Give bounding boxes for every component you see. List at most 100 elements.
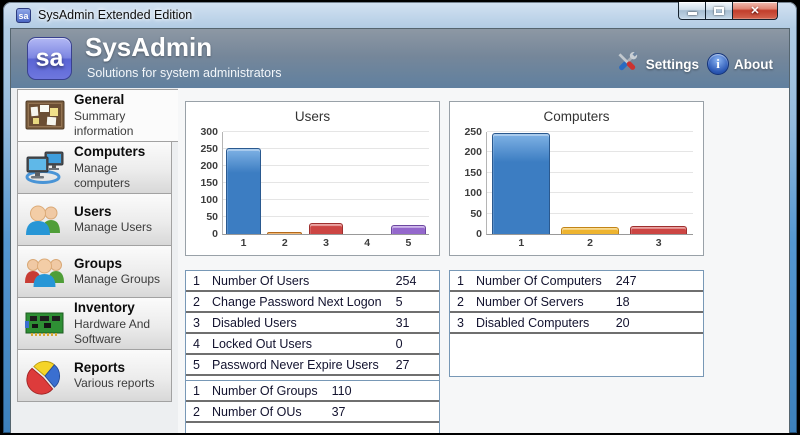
minimize-button[interactable] (678, 2, 706, 20)
row-label: Number Of Computers (476, 271, 616, 292)
gridline (487, 151, 693, 153)
users-chart: Users 0 50 100 150 200 250 300 1 2 3 4 5 (185, 101, 440, 256)
row-label: Disabled Users (212, 313, 396, 334)
main-content: Users 0 50 100 150 200 250 300 1 2 3 4 5 Computers … (178, 88, 789, 433)
gridline (487, 192, 693, 194)
maximize-icon (714, 6, 724, 15)
sidebar-item-label: Reports (74, 359, 126, 375)
sidebar: General Summary information (11, 88, 178, 433)
users-summary-table: 1 Number Of Users 254 2 Change Password Next… (185, 270, 440, 382)
row-index: 1 (186, 381, 212, 402)
bar (391, 224, 426, 234)
x-axis-tick-label: 4 (364, 237, 371, 249)
tools-icon (613, 48, 641, 81)
row-label: Change Password Next Logon (212, 292, 396, 313)
y-axis-tick-label: 250 (464, 126, 482, 138)
x-axis-tick-label: 5 (405, 237, 412, 249)
app-window: sa SysAdmin Extended Edition ✕ sa SysAdm… (3, 2, 797, 433)
y-axis-tick-label: 0 (212, 228, 218, 240)
row-index: 2 (186, 292, 212, 313)
pie-chart-icon (22, 357, 68, 395)
app-subtitle: Solutions for system administrators (87, 66, 282, 80)
table-empty-area (186, 423, 439, 433)
row-index: 3 (450, 313, 476, 334)
sidebar-item-inventory[interactable]: Inventory Hardware And Software (17, 297, 172, 350)
gridline (223, 199, 429, 201)
maximize-button[interactable] (706, 2, 733, 20)
y-axis-tick-label: 150 (200, 177, 218, 189)
sidebar-item-computers[interactable]: Computers Manage computers (17, 141, 172, 194)
chart-title: Computers (543, 109, 610, 124)
row-value: 247 (615, 271, 703, 292)
row-label: Number Of Groups (212, 381, 332, 402)
row-value: 31 (395, 313, 439, 334)
sidebar-item-users[interactable]: Users Manage Users (17, 193, 172, 246)
gridline (223, 148, 429, 149)
row-label: Number Of Users (212, 271, 396, 292)
sidebar-item-sublabel: Summary information (74, 108, 134, 138)
groups-summary-table: 1 Number Of Groups 110 2 Number Of OUs 37 (185, 380, 440, 433)
row-index: 3 (186, 313, 212, 334)
computers-summary-table: 1 Number Of Computers 247 2 Number Of Server… (449, 270, 704, 377)
row-label: Number Of Servers (476, 292, 616, 313)
users-chart-plot: 0 50 100 150 200 250 300 1 2 3 4 5 (200, 126, 429, 249)
x-axis-tick-label: 2 (281, 237, 288, 249)
row-value: 37 (331, 402, 439, 423)
app-title: SysAdmin (85, 32, 213, 62)
row-value: 27 (395, 355, 439, 376)
row-value: 110 (331, 381, 439, 402)
y-axis-tick-label: 150 (464, 166, 482, 179)
row-value: 5 (395, 292, 439, 313)
sidebar-item-sublabel: Hardware And Software (74, 316, 151, 346)
settings-button[interactable]: Settings (613, 48, 699, 81)
minimize-icon (687, 12, 697, 15)
row-index: 2 (450, 292, 476, 313)
header-actions: Settings i About (613, 49, 773, 79)
info-icon: i (707, 53, 730, 75)
sidebar-item-label: Computers (74, 144, 146, 160)
sidebar-item-general[interactable]: General Summary information (17, 89, 178, 142)
gridline (223, 131, 429, 132)
x-axis-tick-label: 1 (240, 237, 247, 249)
app-logo: sa (27, 37, 72, 80)
row-value: 254 (395, 271, 439, 292)
x-axis-tick-label: 2 (587, 237, 593, 249)
app-window-icon: sa (16, 8, 31, 23)
row-index: 4 (186, 334, 212, 355)
close-button[interactable]: ✕ (733, 2, 778, 20)
gridline (223, 216, 429, 218)
sidebar-item-reports[interactable]: Reports Various reports (17, 349, 172, 402)
row-value: 18 (615, 292, 703, 313)
about-label: About (734, 56, 773, 72)
y-axis-tick-label: 0 (476, 228, 482, 240)
row-label: Password Never Expire Users (212, 355, 396, 376)
row-index: 1 (186, 271, 212, 292)
y-axis-tick-label: 250 (200, 142, 218, 155)
row-index: 5 (186, 355, 212, 376)
y-axis-tick-label: 50 (470, 207, 482, 220)
row-value: 0 (395, 334, 439, 355)
gridline (223, 182, 429, 183)
app-header: sa SysAdmin Solutions for system adminis… (10, 28, 790, 88)
window-controls: ✕ (678, 2, 778, 20)
bar (561, 226, 619, 234)
x-axis-tick-label: 3 (655, 237, 662, 249)
computers-icon (22, 149, 68, 187)
sidebar-item-label: Groups (74, 255, 123, 271)
settings-label: Settings (645, 56, 700, 72)
window-titlebar: sa SysAdmin Extended Edition ✕ (10, 2, 790, 28)
gridline (487, 212, 693, 214)
x-axis-tick-label: 3 (323, 237, 329, 249)
app-body: General Summary information (10, 88, 790, 433)
about-button[interactable]: i About (707, 53, 773, 75)
y-axis-tick-label: 100 (464, 187, 482, 200)
y-axis-tick-label: 50 (206, 211, 218, 223)
row-label: Locked Out Users (212, 334, 396, 355)
chart-title: Users (294, 109, 331, 124)
circuit-board-icon (22, 305, 68, 343)
sidebar-item-sublabel: Manage Groups (74, 272, 161, 287)
sidebar-item-groups[interactable]: Groups Manage Groups (17, 245, 172, 298)
y-axis-tick-label: 200 (200, 159, 218, 172)
bar (267, 232, 303, 234)
row-index: 1 (450, 271, 476, 292)
